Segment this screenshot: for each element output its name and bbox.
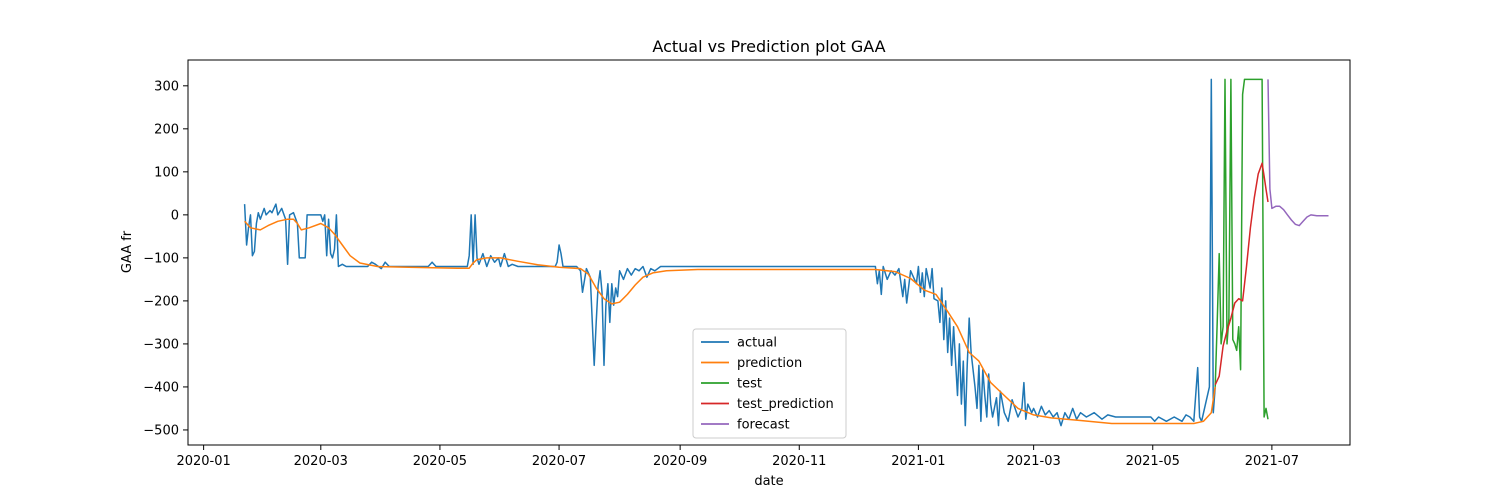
plot-area bbox=[243, 78, 1329, 427]
x-tick-label: 2021-01 bbox=[891, 454, 945, 469]
legend-label: test bbox=[737, 377, 762, 392]
chart-title: Actual vs Prediction plot GAA bbox=[652, 37, 885, 56]
legend-label: forecast bbox=[737, 418, 790, 433]
y-tick-label: 100 bbox=[154, 165, 179, 180]
series-line-test bbox=[1214, 78, 1269, 420]
y-tick-label: −400 bbox=[143, 380, 179, 395]
y-tick-label: 200 bbox=[154, 122, 179, 137]
x-tick-label: 2020-11 bbox=[772, 454, 826, 469]
series-line-forecast bbox=[1267, 79, 1329, 227]
y-axis-label: GAA fr bbox=[120, 230, 135, 273]
x-tick-label: 2021-03 bbox=[1006, 454, 1060, 469]
y-tick-label: 0 bbox=[171, 208, 179, 223]
series-line-actual bbox=[243, 78, 1216, 427]
y-tick-label: −300 bbox=[143, 337, 179, 352]
y-axis: 300 200 100 0 −100 −200 −300 −400 −500 bbox=[143, 79, 188, 438]
legend: actual prediction test test_predictionforec… bbox=[692, 328, 847, 439]
plot-frame bbox=[187, 59, 1351, 446]
series-line-prediction bbox=[244, 218, 1216, 425]
x-axis: 2020-01 2020-03 2020-05 2020-07 2020-09 2020-… bbox=[176, 445, 1299, 469]
x-axis-label: date bbox=[754, 474, 783, 489]
legend-label: prediction bbox=[737, 356, 802, 371]
legend-box bbox=[692, 328, 847, 439]
x-tick-label: 2020-03 bbox=[294, 454, 348, 469]
series-line-test-prediction bbox=[1214, 162, 1269, 386]
legend-label: actual bbox=[737, 336, 777, 351]
y-tick-label: −200 bbox=[143, 294, 179, 309]
legend-label: test_prediction bbox=[737, 397, 834, 412]
y-tick-label: −500 bbox=[143, 423, 179, 438]
y-tick-label: −100 bbox=[143, 251, 179, 266]
x-tick-label: 2020-09 bbox=[653, 454, 707, 469]
y-tick-label: 300 bbox=[154, 79, 179, 94]
x-tick-label: 2020-01 bbox=[176, 454, 230, 469]
x-tick-label: 2020-07 bbox=[532, 454, 586, 469]
x-tick-label: 2021-05 bbox=[1126, 454, 1180, 469]
x-tick-label: 2021-07 bbox=[1245, 454, 1299, 469]
x-tick-label: 2020-05 bbox=[413, 454, 467, 469]
